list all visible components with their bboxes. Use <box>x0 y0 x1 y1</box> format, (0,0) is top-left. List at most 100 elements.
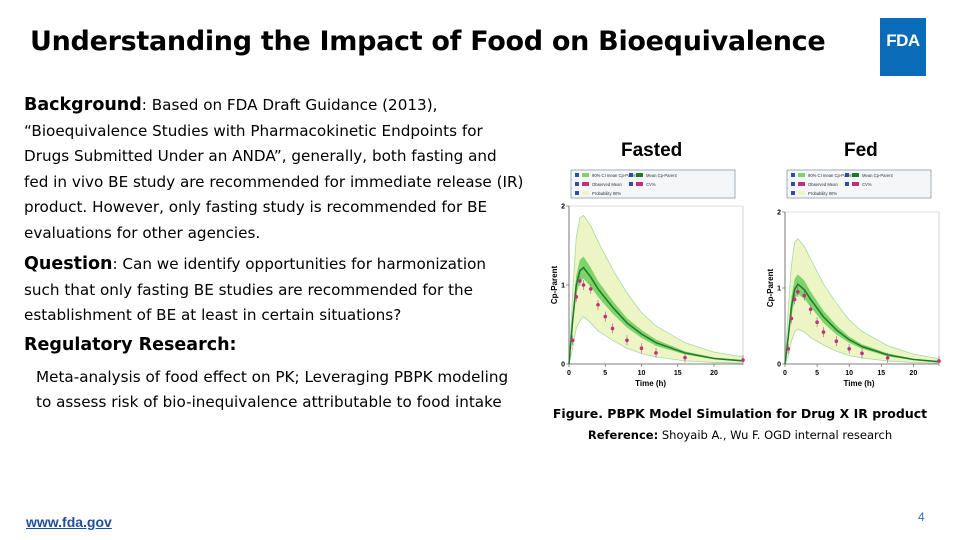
legend-label: Probability 90% <box>592 191 621 196</box>
legend-swatch <box>798 173 805 177</box>
fda-website-link[interactable]: www.fda.gov <box>26 514 112 530</box>
legend-label: Mean Cp-Parent <box>862 173 894 178</box>
legend-label: Observed Mean <box>592 182 622 187</box>
legend-swatch <box>582 182 589 186</box>
legend-label: Mean Cp-Parent <box>646 173 678 178</box>
legend-box <box>570 169 736 199</box>
y-tick-label: 1 <box>561 283 565 290</box>
observed-point <box>574 295 579 299</box>
observed-point <box>610 326 615 331</box>
legend-label: 90% CI mean Cp-Parent <box>592 173 638 178</box>
legend-checkbox <box>575 191 579 195</box>
legend-label: 90% CI mean Cp-Parent <box>808 173 854 178</box>
observed-point <box>603 314 608 319</box>
x-axis-label: Time (h) <box>844 379 875 388</box>
fasted-chart: 90% CI mean Cp-Parent Mean Cp-Parent Obser… <box>550 169 745 388</box>
fda-logo-text: FDA <box>886 31 920 50</box>
x-tick-label: 5 <box>815 370 819 377</box>
x-tick-label: 10 <box>638 370 646 377</box>
observed-point <box>808 307 813 312</box>
x-tick-label: 5 <box>603 370 607 377</box>
question-text: : Can we identify opportunities for harm… <box>24 255 486 324</box>
observed-point <box>741 358 745 362</box>
page-number: 4 <box>918 510 925 524</box>
fed-chart: 90% CI mean Cp-Parent Mean Cp-Parent Obser… <box>766 169 941 388</box>
legend-label: CV% <box>646 182 656 187</box>
x-tick-label: 20 <box>909 370 917 377</box>
observed-point <box>789 316 794 321</box>
legend-checkbox <box>575 182 579 186</box>
observed-point <box>654 351 658 355</box>
legend-label: CV% <box>862 182 872 187</box>
x-tick-label: 0 <box>567 370 571 377</box>
legend-swatch <box>636 173 643 177</box>
observed-point <box>639 346 644 350</box>
observed-point <box>683 355 687 360</box>
figure-caption: Figure. PBPK Model Simulation for Drug X… <box>552 406 928 421</box>
reference-label: Reference: <box>587 428 659 442</box>
question-label: Question <box>24 254 113 274</box>
legend-label: Observed Mean <box>808 182 838 187</box>
observed-point <box>802 293 807 298</box>
observed-point <box>885 356 890 360</box>
x-tick-label: 0 <box>783 370 787 377</box>
regulatory-heading: Regulatory Research: <box>24 334 237 355</box>
legend-swatch <box>852 182 859 186</box>
legend-swatch <box>582 191 589 195</box>
observed-point <box>821 330 826 334</box>
legend-swatch <box>852 173 859 177</box>
observed-point <box>815 320 819 324</box>
observed-point <box>937 359 941 363</box>
question-paragraph: Question: Can we identify opportunities … <box>24 252 524 329</box>
x-tick-label: 15 <box>877 370 885 377</box>
chart-legend: 90% CI mean Cp-Parent Mean Cp-Parent Obser… <box>570 169 736 199</box>
legend-checkbox <box>845 182 849 186</box>
observed-point <box>860 351 864 356</box>
legend-swatch <box>636 182 643 186</box>
x-axis-label: Time (h) <box>635 379 666 388</box>
legend-checkbox <box>791 182 795 186</box>
text-column: Background: Based on FDA Draft Guidance … <box>24 93 524 416</box>
observed-point <box>792 297 797 302</box>
legend-swatch <box>798 182 805 186</box>
slide-title: Understanding the Impact of Food on Bioe… <box>30 26 826 57</box>
legend-label: Probability 90% <box>808 191 837 196</box>
observed-point <box>578 279 582 283</box>
observed-point <box>786 347 791 351</box>
observed-point <box>581 283 586 287</box>
y-tick-label: 0 <box>777 362 781 369</box>
x-tick-label: 20 <box>710 370 718 377</box>
y-axis-label: Cp-Parent <box>550 266 559 305</box>
chart-legend: 90% CI mean Cp-Parent Mean Cp-Parent Obser… <box>786 169 932 199</box>
legend-checkbox <box>791 191 795 195</box>
observed-point <box>596 302 600 307</box>
background-paragraph: Background: Based on FDA Draft Guidance … <box>24 93 524 246</box>
legend-checkbox <box>845 173 849 177</box>
y-tick-label: 2 <box>777 210 781 217</box>
mean-line <box>568 266 744 365</box>
legend-checkbox <box>791 173 795 177</box>
observed-point <box>625 338 629 343</box>
fed-panel-title: Fed <box>844 140 878 161</box>
observed-point <box>588 287 593 291</box>
regulatory-text: Meta-analysis of food effect on PK; Leve… <box>36 367 509 412</box>
reference-text: Shoyaib A., Wu F. OGD internal research <box>658 428 893 442</box>
y-axis-label: Cp-Parent <box>766 269 775 308</box>
background-text: : Based on FDA Draft Guidance (2013), “B… <box>24 96 524 242</box>
observed-point <box>834 339 839 343</box>
legend-checkbox <box>629 173 633 177</box>
legend-checkbox <box>629 182 633 186</box>
y-tick-label: 2 <box>561 204 565 211</box>
observed-point <box>847 347 851 351</box>
fda-logo: FDA <box>880 18 926 76</box>
mean-line <box>784 283 940 365</box>
observed-point <box>570 338 575 343</box>
y-tick-label: 0 <box>561 362 565 369</box>
figure-reference: Reference: Shoyaib A., Wu F. OGD interna… <box>540 428 940 442</box>
x-tick-label: 10 <box>845 370 853 377</box>
observed-point <box>796 290 800 294</box>
legend-swatch <box>798 191 805 195</box>
legend-checkbox <box>575 173 579 177</box>
fasted-panel-title: Fasted <box>621 140 683 161</box>
legend-swatch <box>582 173 589 177</box>
